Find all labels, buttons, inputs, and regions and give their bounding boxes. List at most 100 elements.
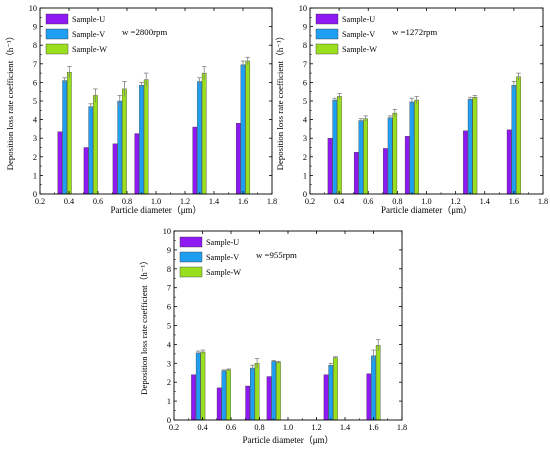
legend: Sample-U Sample-V Sample-W	[179, 236, 241, 278]
x-tick-label: 0.8	[122, 197, 132, 206]
bar-sample-w-0.9	[143, 79, 149, 195]
x-tick-label: 0.8	[254, 423, 264, 432]
y-tick-label: 9	[33, 23, 37, 32]
x-tick-label: 1.2	[450, 197, 460, 206]
bar-sample-v-0.9	[271, 361, 277, 421]
y-tick-label: 3	[167, 359, 171, 368]
legend-label: Sample-U	[342, 15, 375, 24]
bar-sample-u-0.9	[404, 136, 410, 195]
bar-sample-w-1.3	[201, 72, 207, 195]
legend-label: Sample-V	[72, 30, 105, 39]
x-tick-label: 1.6	[368, 423, 378, 432]
bar-sample-v-1.3	[328, 365, 334, 421]
y-tick-label: 10	[163, 227, 171, 236]
bar-sample-u-1.6	[366, 373, 372, 421]
y-tick-label: 4	[33, 116, 38, 125]
bar-sample-u-0.75	[112, 143, 118, 195]
x-tick-label: 1.2	[180, 197, 190, 206]
y-tick-label: 10	[29, 4, 37, 13]
bar-sample-u-0.9	[266, 376, 272, 421]
y-tick-label: 6	[33, 78, 37, 87]
bar-sample-u-0.55	[353, 151, 359, 195]
x-tick-label: 1.4	[340, 423, 351, 432]
bar-sample-w-0.9	[276, 362, 281, 421]
bar-sample-u-0.75	[383, 148, 388, 195]
bar-sample-w-1.6	[375, 345, 381, 421]
x-tick-label: 1.8	[267, 197, 277, 206]
legend-swatch-sample-u	[315, 13, 339, 25]
bar-sample-w-1.3	[333, 357, 338, 421]
y-tick-label: 0	[33, 190, 37, 199]
bar-sample-v-1.3	[467, 98, 473, 195]
chart-panel-2: 0.2 0.4 0.6 0.8 1.0 1.2 1.4 1.6 1.8 0 1 2 3 4 5 6 7 8 9 10 P…	[275, 4, 548, 215]
bar-sample-v-0.9	[409, 101, 415, 195]
y-tick-label: 2	[303, 153, 307, 162]
legend-swatch-sample-u	[179, 236, 203, 248]
x-tick-label: 1.8	[397, 423, 407, 432]
bar-sample-u-0.37	[57, 131, 63, 195]
legend-swatch-sample-v	[315, 28, 339, 40]
bar-sample-v-1.6	[511, 85, 517, 195]
bar-sample-v-0.55	[358, 120, 364, 195]
bar-sample-v-1.6	[371, 355, 376, 421]
legend-label: Sample-W	[72, 45, 107, 54]
y-tick-label: 0	[167, 416, 171, 425]
legend-swatch-sample-u	[45, 13, 69, 25]
y-tick-label: 2	[167, 378, 171, 387]
x-tick-label: 0.6	[226, 423, 236, 432]
x-tick-label: 0.6	[363, 197, 373, 206]
bar-sample-v-0.75	[117, 100, 123, 195]
x-tick-label: 1.0	[421, 197, 431, 206]
x-tick-label: 1.0	[283, 423, 293, 432]
y-tick-label: 8	[303, 41, 307, 50]
bar-sample-v-0.75	[250, 367, 255, 421]
bar-sample-u-1.3	[323, 374, 329, 421]
bar-sample-w-0.75	[392, 112, 398, 195]
bar-sample-u-1.6	[506, 129, 512, 195]
bar-sample-v-1.6	[240, 64, 246, 195]
y-tick-label: 0	[303, 190, 307, 199]
y-tick-label: 5	[167, 322, 171, 331]
bar-sample-v-0.37	[332, 99, 338, 195]
x-tick-label: 0.4	[197, 423, 208, 432]
y-tick-label: 2	[33, 153, 37, 162]
bar-sample-w-0.55	[93, 95, 98, 195]
x-tick-label: 1.6	[238, 197, 248, 206]
y-tick-label: 6	[167, 303, 171, 312]
bar-sample-v-0.75	[387, 117, 393, 195]
x-tick-label: 0.4	[64, 197, 75, 206]
x-tick-label: 1.2	[311, 423, 321, 432]
bar-sample-w-0.55	[226, 369, 231, 421]
x-tick-label: 1.4	[209, 197, 220, 206]
y-axis-label: Deposition loss rate coefficient（h⁻¹）	[139, 256, 149, 395]
bar-sample-v-0.55	[88, 106, 94, 195]
bar-group	[327, 72, 521, 195]
y-tick-label: 4	[167, 340, 172, 349]
bar-sample-w-1.6	[245, 60, 251, 195]
y-tick-label: 5	[33, 97, 37, 106]
x-tick-label: 0.4	[334, 197, 345, 206]
x-tick-label: 0.8	[392, 197, 402, 206]
rpm-annotation: w =2800rpm	[122, 27, 167, 37]
y-tick-label: 9	[167, 246, 171, 255]
bar-sample-w-1.3	[472, 97, 478, 195]
x-axis-label: Particle diameter（μm）	[242, 435, 333, 445]
bar-sample-u-1.3	[463, 130, 468, 195]
y-tick-label: 5	[303, 97, 307, 106]
bar-sample-v-0.37	[62, 80, 67, 195]
bar-sample-u-0.55	[83, 147, 89, 195]
y-tick-label: 7	[303, 60, 307, 69]
bar-sample-w-0.75	[254, 363, 260, 421]
y-tick-label: 1	[303, 171, 307, 180]
x-tick-label: 0.2	[35, 197, 45, 206]
x-tick-label: 0.2	[169, 423, 179, 432]
legend: Sample-U Sample-V Sample-W	[45, 13, 107, 55]
bar-sample-v-0.9	[139, 85, 144, 195]
bar-sample-v-0.37	[195, 352, 201, 421]
bar-sample-w-0.75	[122, 88, 127, 195]
legend-label: Sample-W	[342, 45, 377, 54]
bar-sample-u-1.6	[235, 123, 241, 195]
x-tick-label: 1.8	[538, 197, 548, 206]
bar-sample-u-0.37	[191, 374, 196, 421]
